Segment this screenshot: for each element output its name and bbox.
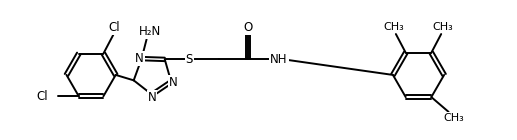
Text: CH₃: CH₃ — [433, 22, 453, 32]
Text: CH₃: CH₃ — [384, 22, 404, 32]
Text: N: N — [169, 76, 177, 89]
Text: S: S — [186, 53, 193, 66]
Text: Cl: Cl — [109, 21, 120, 34]
Text: H₂N: H₂N — [140, 25, 162, 38]
Text: N: N — [135, 52, 144, 65]
Text: O: O — [244, 21, 253, 34]
Text: N: N — [147, 91, 156, 104]
Text: Cl: Cl — [36, 90, 48, 103]
Text: NH: NH — [270, 53, 288, 66]
Text: CH₃: CH₃ — [443, 113, 464, 123]
